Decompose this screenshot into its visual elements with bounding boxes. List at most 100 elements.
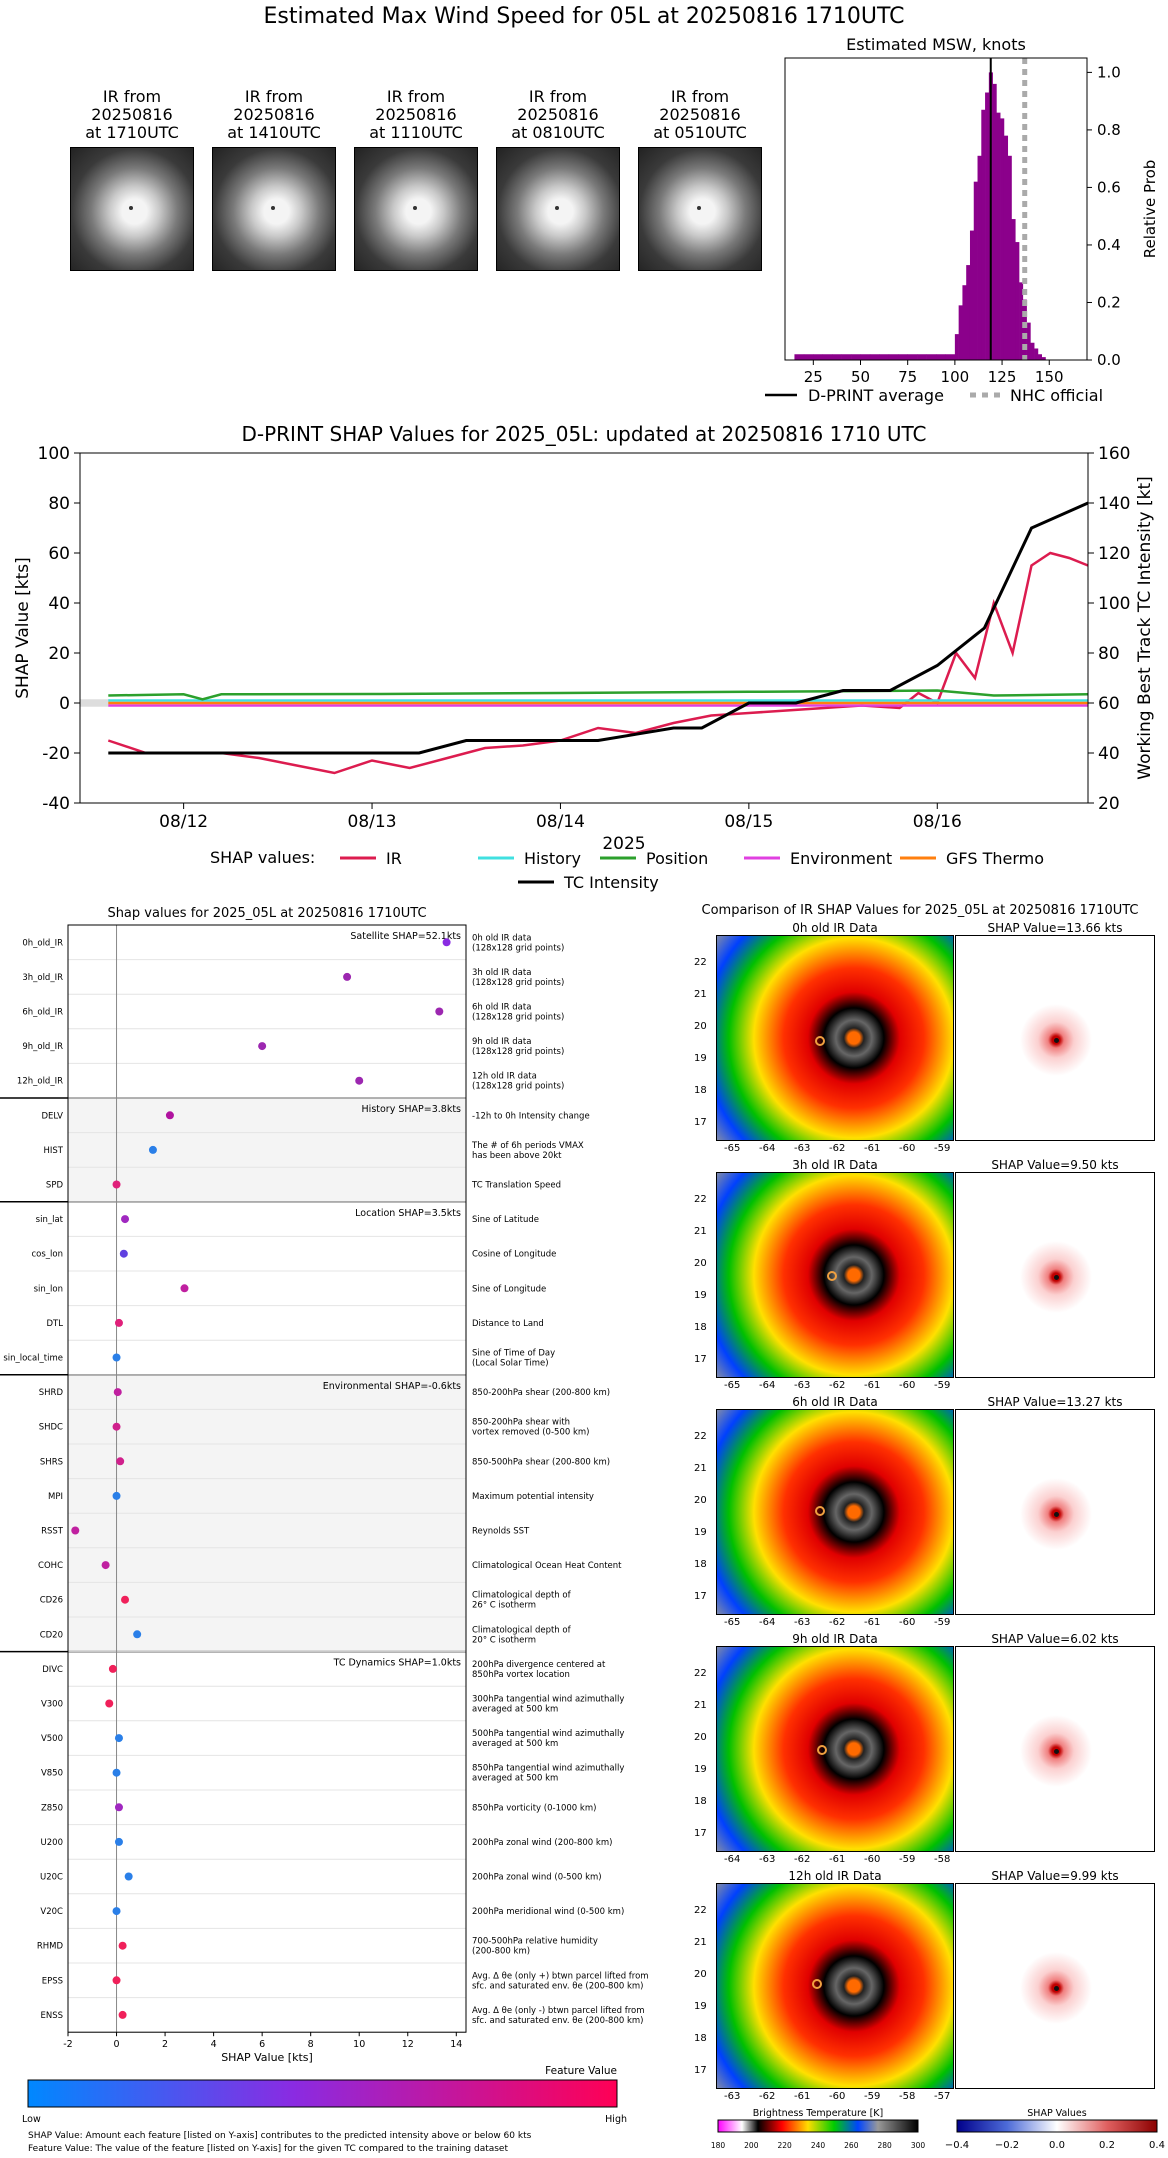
series-line-position	[108, 689, 1089, 701]
storm-eye-marker	[827, 1271, 837, 1281]
feature-frame	[67, 924, 467, 2033]
feature-description: averaged at 500 km	[472, 1774, 558, 1784]
lon-tick-label: -65	[724, 1617, 741, 1628]
ir-thumbnail-image	[354, 147, 478, 271]
legend-label: IR	[386, 849, 402, 868]
shap-point	[108, 1664, 117, 1673]
ir-thumbnail-image	[212, 147, 336, 271]
lon-tick-label: -63	[794, 1617, 811, 1628]
feature-description: The # of 6h periods VMAX	[471, 1141, 584, 1151]
lat-tick-label: 18	[694, 2033, 707, 2044]
thumbnail-caption: IR from 20250816 at 1410UTC	[227, 87, 321, 142]
shap-point	[148, 1145, 157, 1154]
lon-tick-label: -59	[864, 2091, 881, 2102]
x-tick-label: 2	[162, 2039, 168, 2050]
colorbar-low-label: Low	[22, 2114, 41, 2125]
shap-map-image	[955, 1646, 1155, 1852]
lat-tick-label: 20	[694, 1732, 707, 1743]
histogram-bar	[1015, 242, 1020, 360]
feature-label: Z850	[41, 1803, 63, 1813]
histogram-bar	[1022, 299, 1027, 360]
feature-label: 0h_old_IR	[22, 938, 63, 948]
y-tick-label: 0	[59, 694, 70, 714]
legend-label: History	[524, 849, 581, 868]
feature-description: 850hPa vortex location	[472, 1670, 570, 1680]
y-tick-label: 100	[38, 444, 70, 464]
ir-data-image	[716, 1646, 954, 1852]
histogram-bar	[832, 354, 842, 360]
feature-description: 200hPa zonal wind (200-800 km)	[472, 1838, 612, 1848]
shap-tick-label: 0.2	[1099, 2140, 1115, 2151]
lat-tick-label: 20	[694, 1495, 707, 1506]
feature-description: averaged at 500 km	[472, 1705, 558, 1715]
histogram-bar	[1026, 322, 1031, 360]
thumbnail-caption: IR from 20250816 at 1110UTC	[369, 87, 463, 142]
storm-center-marker	[1054, 1749, 1059, 1754]
feature-description: Sine of Latitude	[472, 1215, 539, 1225]
comparison-colorbars: Brightness Temperature [K] 180 200 220 240 26…	[711, 2108, 1165, 2151]
feature-label: sin_lat	[36, 1215, 64, 1225]
histogram-frame	[784, 57, 1088, 361]
footnote: Feature Value: The value of the feature …	[28, 2144, 508, 2154]
thumbnail-caption: IR from 20250816 at 0510UTC	[653, 87, 747, 142]
lat-tick-label: 17	[694, 1354, 707, 1365]
lon-tick-label: -63	[759, 1854, 776, 1865]
x-tick-label: 100	[941, 368, 970, 386]
feature-label: HIST	[44, 1146, 64, 1156]
feature-label: CD26	[40, 1596, 63, 1606]
feature-label: CD20	[40, 1630, 63, 1640]
lon-tick-label: -64	[759, 1617, 776, 1628]
legend-label: GFS Thermo	[946, 849, 1044, 868]
y-right-axis-label: Working Best Track TC Intensity [kt]	[1135, 476, 1155, 780]
lat-tick-label: 22	[694, 957, 707, 968]
histogram-bar	[966, 265, 971, 360]
shap-point	[258, 1042, 267, 1051]
lon-tick-label: -57	[934, 2091, 951, 2102]
shap-point	[435, 1007, 444, 1016]
shap-point	[124, 1872, 133, 1881]
lon-tick-label: -62	[759, 2091, 776, 2102]
ir-thumbnail-image	[638, 147, 762, 271]
legend-label: TC Intensity	[563, 873, 659, 892]
feature-description: 850-200hPa shear (200-800 km)	[472, 1388, 610, 1398]
feature-description: (128x128 grid points)	[472, 1082, 564, 1092]
lon-tick-label: -59	[934, 1143, 951, 1154]
shap-colorbar	[956, 2119, 1158, 2133]
group-background	[68, 1098, 466, 1202]
feature-description: (Local Solar Time)	[472, 1359, 549, 1369]
x-tick-label: 125	[988, 368, 1017, 386]
bt-tick-label: 240	[811, 2141, 826, 2150]
feature-value-colorbar	[27, 2079, 618, 2108]
feature-label: 3h_old_IR	[22, 973, 63, 983]
histogram-bar	[969, 230, 975, 360]
feature-description: -12h to 0h Intensity change	[472, 1111, 590, 1121]
histogram-bar	[954, 334, 959, 360]
legend-label: Position	[646, 849, 708, 868]
lat-tick-label: 21	[694, 1700, 707, 1711]
lat-tick-label: 21	[694, 1937, 707, 1948]
shap-point	[112, 1768, 121, 1777]
histogram-bar	[1003, 135, 1009, 360]
histogram-bar	[945, 354, 956, 360]
lon-tick-label: -64	[724, 1854, 741, 1865]
y-right-tick-label: 60	[1098, 694, 1120, 714]
ir-data-image	[716, 1409, 954, 1615]
feature-description: 20° C isotherm	[472, 1635, 536, 1645]
shap-tick-label: 0.4	[1149, 2140, 1165, 2151]
feature-label: 12h_old_IR	[17, 1077, 63, 1087]
feature-description: (128x128 grid points)	[472, 1013, 564, 1023]
feature-description: (200-800 km)	[472, 1947, 530, 1957]
x-tick-label: 6	[259, 2039, 265, 2050]
histogram-bar	[803, 354, 814, 360]
feature-label: MPI	[48, 1492, 63, 1502]
lon-tick-label: -61	[794, 2091, 811, 2102]
storm-eye-marker	[812, 1979, 822, 1989]
shap-map-image	[955, 1172, 1155, 1378]
feature-label: V500	[41, 1734, 63, 1744]
feature-description: Distance to Land	[472, 1319, 544, 1329]
ir-panel-title: 9h old IR Data	[792, 1632, 878, 1646]
feature-description: Reynolds SST	[472, 1527, 530, 1537]
histogram-bar	[898, 354, 908, 360]
histogram-bar	[1041, 357, 1046, 360]
timeseries-frame	[79, 452, 1089, 804]
